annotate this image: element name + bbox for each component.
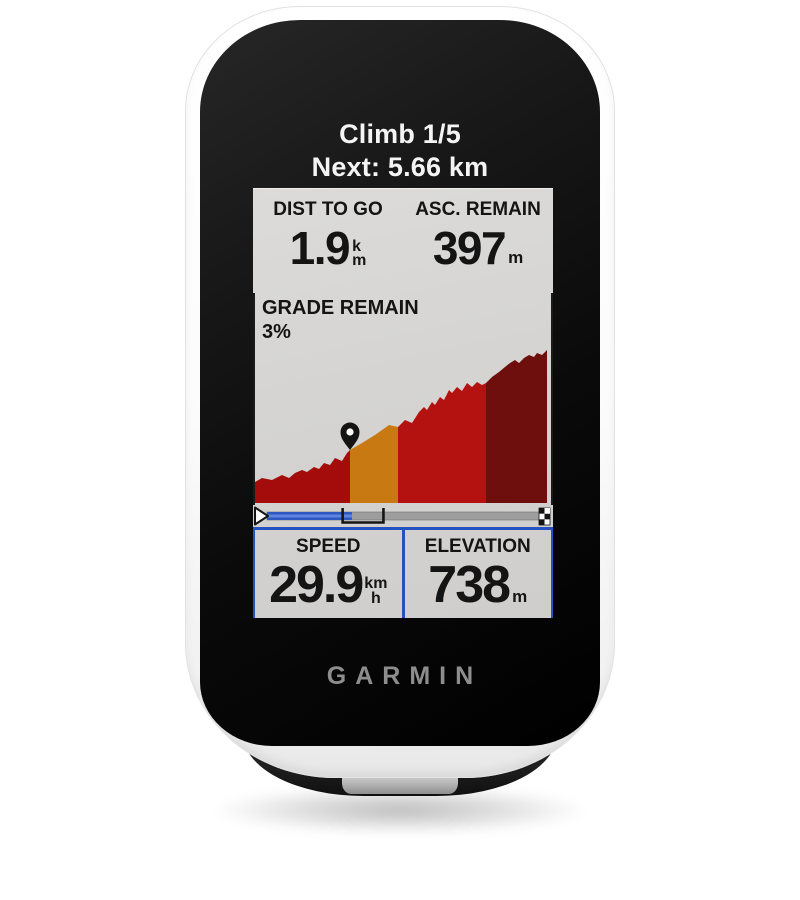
current-section-bracket bbox=[341, 508, 385, 524]
field-units: k m bbox=[352, 238, 367, 269]
field-label: ASC. REMAIN bbox=[415, 199, 541, 220]
climb-elevation-chart[interactable]: GRADE REMAIN 3% bbox=[253, 293, 553, 505]
field-unit: m bbox=[512, 587, 528, 606]
grade-remain-block: GRADE REMAIN 3% bbox=[262, 296, 419, 344]
device-front-glass: Climb 1/5 Next: 5.66 km DIST TO GO 1.9 k… bbox=[200, 20, 600, 746]
field-speed[interactable]: SPEED 29.9 km h bbox=[255, 530, 402, 618]
climb-progress-bar[interactable] bbox=[253, 505, 553, 527]
garmin-logo: GARMIN bbox=[326, 662, 483, 690]
elevation-segment-climbed-so-far bbox=[255, 450, 350, 503]
field-value: 738 bbox=[428, 556, 511, 614]
field-asc-remain[interactable]: ASC. REMAIN 397 m bbox=[403, 188, 553, 293]
field-value: 29.9 bbox=[269, 556, 364, 614]
climb-header[interactable]: Climb 1/5 Next: 5.66 km bbox=[200, 118, 600, 184]
grade-remain-label: GRADE REMAIN bbox=[262, 297, 419, 319]
field-units: km h bbox=[364, 575, 388, 607]
field-value: 397 bbox=[432, 222, 507, 274]
climb-counter: Climb 1/5 bbox=[339, 119, 461, 149]
field-label: DIST TO GO bbox=[273, 199, 383, 220]
climb-start-icon bbox=[254, 506, 269, 526]
elevation-segment-current-section bbox=[350, 425, 398, 503]
rider-position-pin-icon bbox=[340, 422, 360, 450]
grade-remain-value: 3% bbox=[262, 321, 291, 343]
field-dist-to-go[interactable]: DIST TO GO 1.9 k m bbox=[253, 188, 403, 293]
bottom-data-fields: SPEED 29.9 km h ELEVATION 738 m bbox=[253, 527, 553, 618]
field-label: ELEVATION bbox=[424, 536, 531, 557]
touchscreen[interactable]: DIST TO GO 1.9 k m ASC. REMAIN 397 m bbox=[253, 188, 553, 618]
top-data-fields: DIST TO GO 1.9 k m ASC. REMAIN 397 m bbox=[253, 188, 553, 293]
field-divider bbox=[401, 530, 405, 618]
progress-bar-svg bbox=[254, 506, 551, 526]
progress-fill-highlight bbox=[267, 514, 352, 518]
field-value: 1.9 bbox=[289, 222, 351, 274]
next-climb-distance: Next: 5.66 km bbox=[311, 152, 489, 182]
field-elevation[interactable]: ELEVATION 738 m bbox=[405, 530, 552, 618]
field-label: SPEED bbox=[296, 536, 361, 557]
field-unit: m bbox=[508, 248, 524, 267]
elevation-segment-next-section bbox=[398, 382, 486, 503]
elevation-segment-final-section bbox=[486, 350, 547, 503]
elevation-profile-svg bbox=[255, 350, 547, 503]
rider-pin-center bbox=[346, 428, 354, 436]
garmin-edge-device: Climb 1/5 Next: 5.66 km DIST TO GO 1.9 k… bbox=[185, 6, 615, 778]
